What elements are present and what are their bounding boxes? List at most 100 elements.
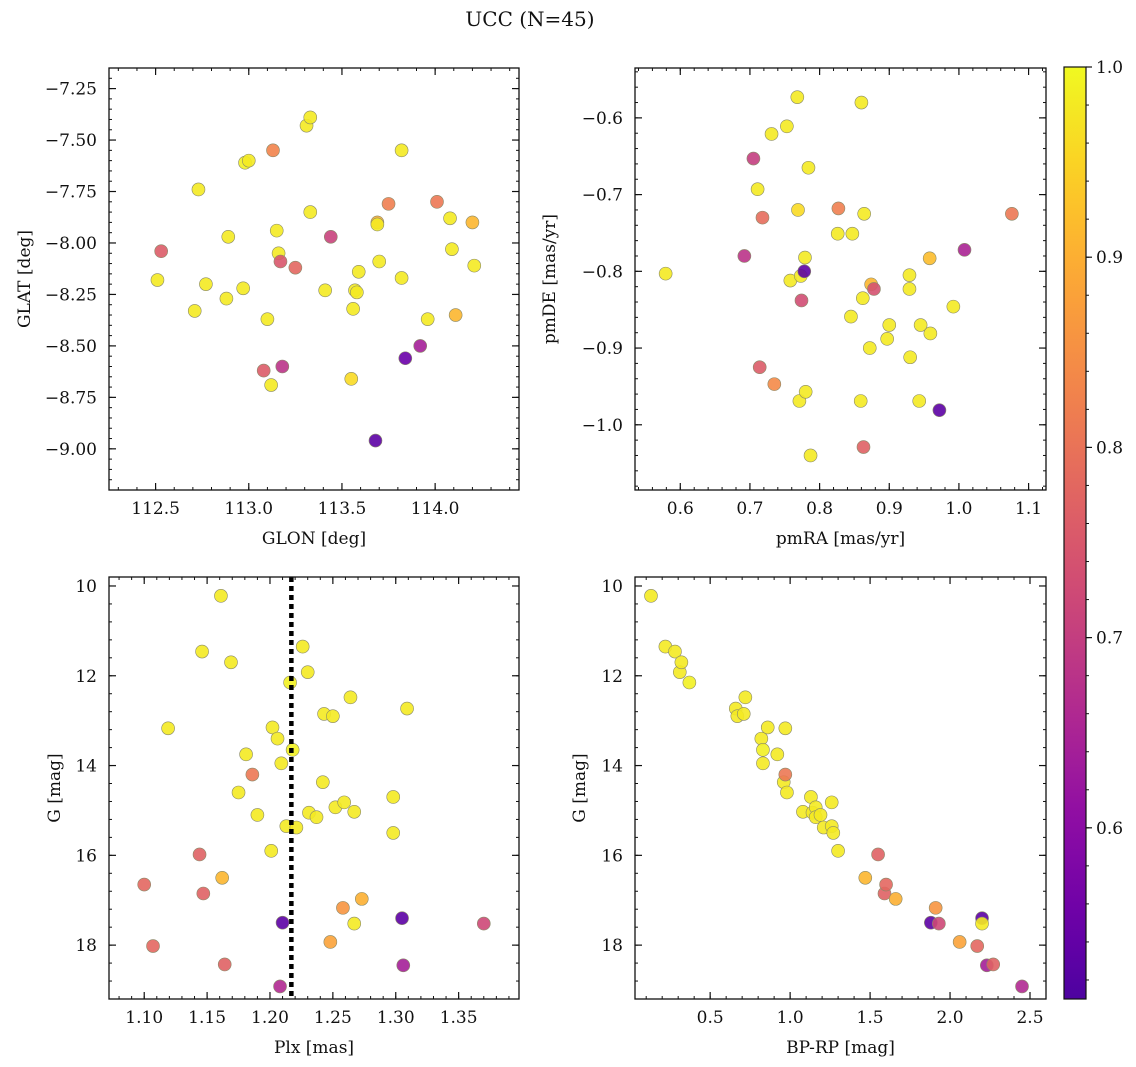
scatter-point [394, 271, 409, 285]
scatter-point [250, 808, 265, 822]
scatter-point [344, 372, 359, 386]
y-tick-label: −7.75 [45, 183, 97, 203]
scatter-point [778, 767, 793, 782]
scatter-point [192, 847, 207, 862]
scatter-point [946, 299, 961, 314]
scatter-point [755, 210, 770, 225]
y-tick-label: 10 [75, 577, 97, 597]
scatter-point [430, 195, 444, 209]
x-tick-label: 1.35 [440, 1008, 478, 1028]
scatter-point [354, 892, 369, 906]
scatter-points [644, 589, 1029, 994]
scatter-point [794, 293, 809, 308]
scatter-point [871, 847, 885, 862]
scatter-point [395, 911, 409, 925]
scatter-point [400, 701, 414, 716]
scatter-point [780, 785, 794, 800]
y-tick-label: −8.50 [45, 337, 97, 357]
scatter-point [275, 359, 290, 374]
y-tick-label: 16 [601, 846, 623, 866]
scatter-point [343, 690, 358, 705]
scatter-point [273, 979, 287, 994]
figure-title: UCC (N=45) [465, 7, 594, 31]
y-axis-label: G [mag] [45, 753, 65, 822]
scatter-point [867, 282, 881, 296]
x-tick-label: 1.5 [857, 1008, 884, 1028]
y-tick-label: 18 [601, 936, 623, 956]
scatter-point [824, 795, 839, 810]
colorbar-tick-label: 0.8 [1096, 438, 1123, 458]
scatter-point [337, 795, 351, 810]
scatter-point [902, 268, 917, 282]
scatter-point [195, 644, 209, 659]
scatter-point [844, 309, 858, 324]
scatter-point [396, 958, 411, 973]
scatter-point [239, 747, 253, 762]
scatter-point [265, 720, 280, 735]
scatter-point [443, 211, 457, 226]
axes-frame [108, 576, 520, 1000]
y-tick-label: −0.7 [582, 186, 623, 206]
panel-pmra-pmde: 0.6 0.7 0.8 0.9 1.0 1.1 −0.6 −0.7 −0.8 −0.9 −1.0 pm… [540, 67, 1047, 549]
y-tick-label: −8.00 [45, 234, 97, 254]
scatter-point [845, 226, 860, 241]
scatter-point [386, 790, 401, 804]
x-axis-label: Plx [mas] [274, 1038, 354, 1058]
scatter-point [236, 281, 250, 296]
scatter-point [923, 326, 938, 341]
scatter-point [922, 251, 937, 266]
scatter-point [975, 916, 989, 931]
scatter-point [161, 721, 175, 736]
x-tick-label: 1.20 [251, 1008, 289, 1028]
x-tick-label: 113.5 [318, 499, 367, 519]
x-tick-label: 0.5 [697, 1008, 724, 1028]
scatter-point [902, 282, 917, 296]
scatter-point [346, 302, 360, 316]
scatter-point [266, 143, 280, 158]
scatter-point [351, 264, 366, 279]
scatter-point [264, 378, 278, 392]
x-tick-label: 0.7 [736, 499, 763, 519]
scatter-point [855, 291, 870, 305]
x-axis-label: pmRA [mas/yr] [776, 529, 905, 549]
scatter-point [372, 254, 387, 269]
scatter-point [791, 203, 805, 217]
scatter-point [326, 709, 340, 723]
scatter-point [323, 230, 338, 244]
scatter-point [932, 403, 947, 418]
scatter-point [381, 197, 396, 211]
x-tick-label: 1.0 [777, 1008, 804, 1028]
axes-frame [108, 67, 520, 491]
x-tick-label: 114.0 [411, 499, 460, 519]
scatter-point [274, 756, 289, 771]
minor-ticks [109, 67, 519, 490]
scatter-point [912, 394, 927, 408]
scatter-point [467, 258, 482, 273]
scatter-point [754, 731, 769, 746]
scatter-point [413, 339, 428, 353]
scatter-point [798, 250, 812, 265]
x-tick-label: 1.30 [377, 1008, 415, 1028]
x-tick-label: 1.1 [1015, 499, 1042, 519]
y-tick-label: −8.25 [45, 285, 97, 305]
y-tick-label: −0.9 [582, 339, 623, 359]
scatter-point [323, 935, 338, 949]
scatter-point [813, 808, 828, 822]
scatter-point [347, 916, 362, 931]
scatter-point [750, 182, 765, 197]
scatter-point [831, 844, 845, 858]
scatter-point [928, 901, 943, 915]
scatter-point [386, 826, 401, 840]
colorbar-tick-label: 1.0 [1096, 58, 1123, 78]
scatter-point [316, 775, 330, 789]
scatter-point [394, 143, 409, 158]
scatter-point [318, 283, 332, 298]
scatter-point [256, 363, 271, 378]
scatter-point [350, 285, 364, 300]
y-tick-label: 12 [75, 667, 97, 687]
y-tick-label: −7.50 [45, 131, 97, 151]
panel-bprp-g: 0.5 1.0 1.5 2.0 2.5 10 12 14 16 18 BP-RP [mag] G [m… [570, 576, 1047, 1058]
scatter-point [854, 95, 869, 110]
scatter-point [658, 266, 673, 281]
scatter-point [288, 260, 303, 275]
